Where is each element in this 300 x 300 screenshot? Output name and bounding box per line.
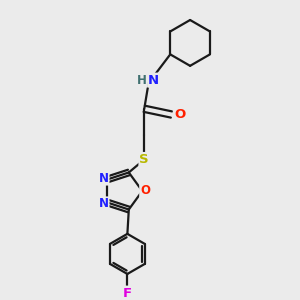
Text: S: S [140,153,149,166]
Text: O: O [174,108,185,121]
Text: F: F [123,286,132,300]
Text: H: H [136,74,146,87]
Text: N: N [99,172,109,184]
Text: O: O [140,184,150,197]
Text: N: N [148,74,159,87]
Text: N: N [99,197,109,210]
